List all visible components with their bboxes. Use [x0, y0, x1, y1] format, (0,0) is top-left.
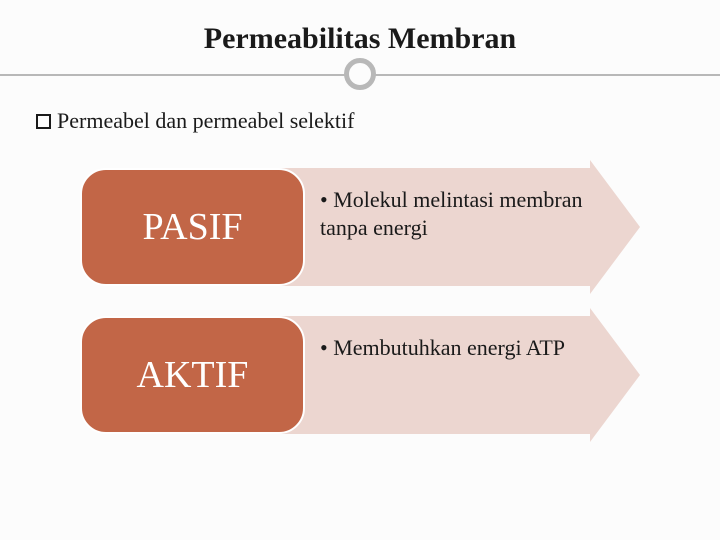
- subtitle-row: Permeabel dan permeabel selektif: [36, 108, 354, 134]
- desc-pasif: • Molekul melintasi membran tanpa energi: [320, 186, 590, 242]
- pill-pasif: PASIF: [80, 168, 305, 286]
- subtitle-text: Permeabel dan permeabel selektif: [57, 108, 354, 134]
- arrow-head-icon: [590, 308, 640, 442]
- pill-label-aktif: AKTIF: [137, 353, 249, 397]
- bullet-icon: •: [320, 186, 333, 214]
- square-bullet-icon: [36, 114, 51, 129]
- pill-label-pasif: PASIF: [142, 205, 242, 249]
- divider-circle: [344, 58, 376, 90]
- desc-aktif: • Membutuhkan energi ATP: [320, 334, 590, 362]
- row-pasif: PASIF • Molekul melintasi membran tanpa …: [80, 168, 640, 286]
- row-aktif: AKTIF • Membutuhkan energi ATP: [80, 316, 640, 434]
- bullet-icon: •: [320, 334, 333, 362]
- page-title: Permeabilitas Membran: [0, 22, 720, 56]
- arrow-head-icon: [590, 160, 640, 294]
- title-area: Permeabilitas Membran: [0, 0, 720, 56]
- desc-text-aktif: Membutuhkan energi ATP: [333, 335, 565, 360]
- pill-aktif: AKTIF: [80, 316, 305, 434]
- content-area: PASIF • Molekul melintasi membran tanpa …: [80, 168, 640, 464]
- desc-text-pasif: Molekul melintasi membran tanpa energi: [320, 187, 583, 240]
